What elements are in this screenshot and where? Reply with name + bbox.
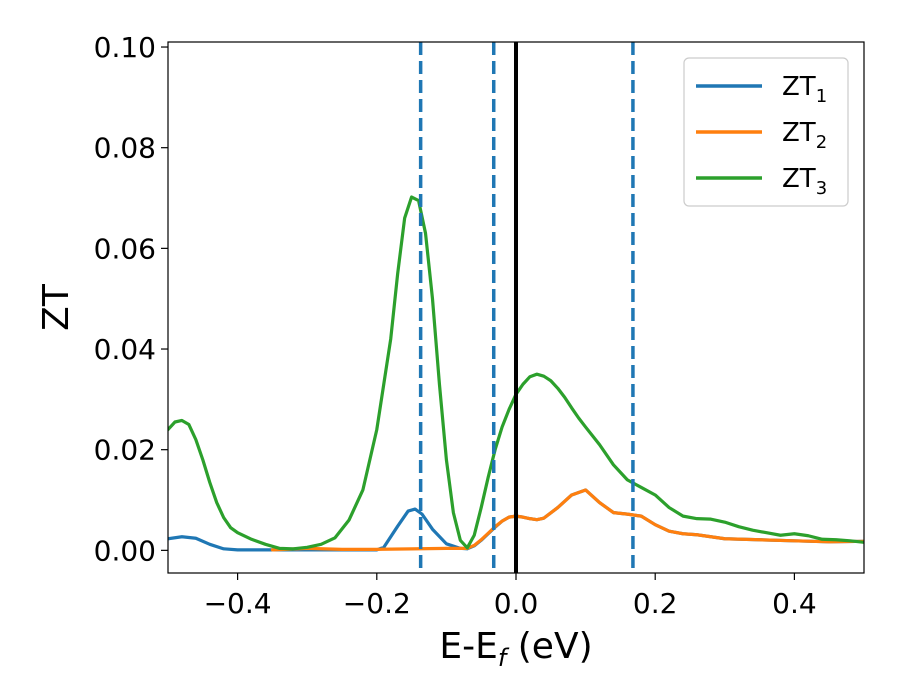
legend-label-2: ZT2 <box>782 118 827 153</box>
legend: ZT1 ZT2 ZT3 <box>683 57 849 207</box>
series-line-3 <box>168 195 864 551</box>
x-tick-label: −0.2 <box>343 587 411 620</box>
y-tick-label: 0.04 <box>94 333 156 366</box>
y-tick-label: 0.06 <box>94 232 156 265</box>
x-tick-label: 0.0 <box>494 587 539 620</box>
legend-label-3: ZT3 <box>782 164 827 199</box>
legend-frame <box>683 57 849 207</box>
y-tick-label: 0.02 <box>94 434 156 467</box>
legend-label-1: ZT1 <box>782 72 827 107</box>
y-axis-title: ZT <box>36 283 77 331</box>
series-line-2 <box>270 488 864 552</box>
x-tick-label: 0.2 <box>633 587 678 620</box>
series-group <box>168 42 864 573</box>
y-tick-label: 0.10 <box>94 31 156 64</box>
x-tick-label: 0.4 <box>772 587 817 620</box>
x-axis-title: E-Ef (eV) <box>439 626 592 672</box>
y-tick-label: 0.00 <box>94 534 156 567</box>
plot-area: −0.4 −0.2 0.0 0.2 0.4 0.00 0.02 0.04 0.06 0.08 0.1… <box>36 31 865 672</box>
y-tick-label: 0.08 <box>94 132 156 165</box>
x-tick-label: −0.4 <box>204 587 272 620</box>
